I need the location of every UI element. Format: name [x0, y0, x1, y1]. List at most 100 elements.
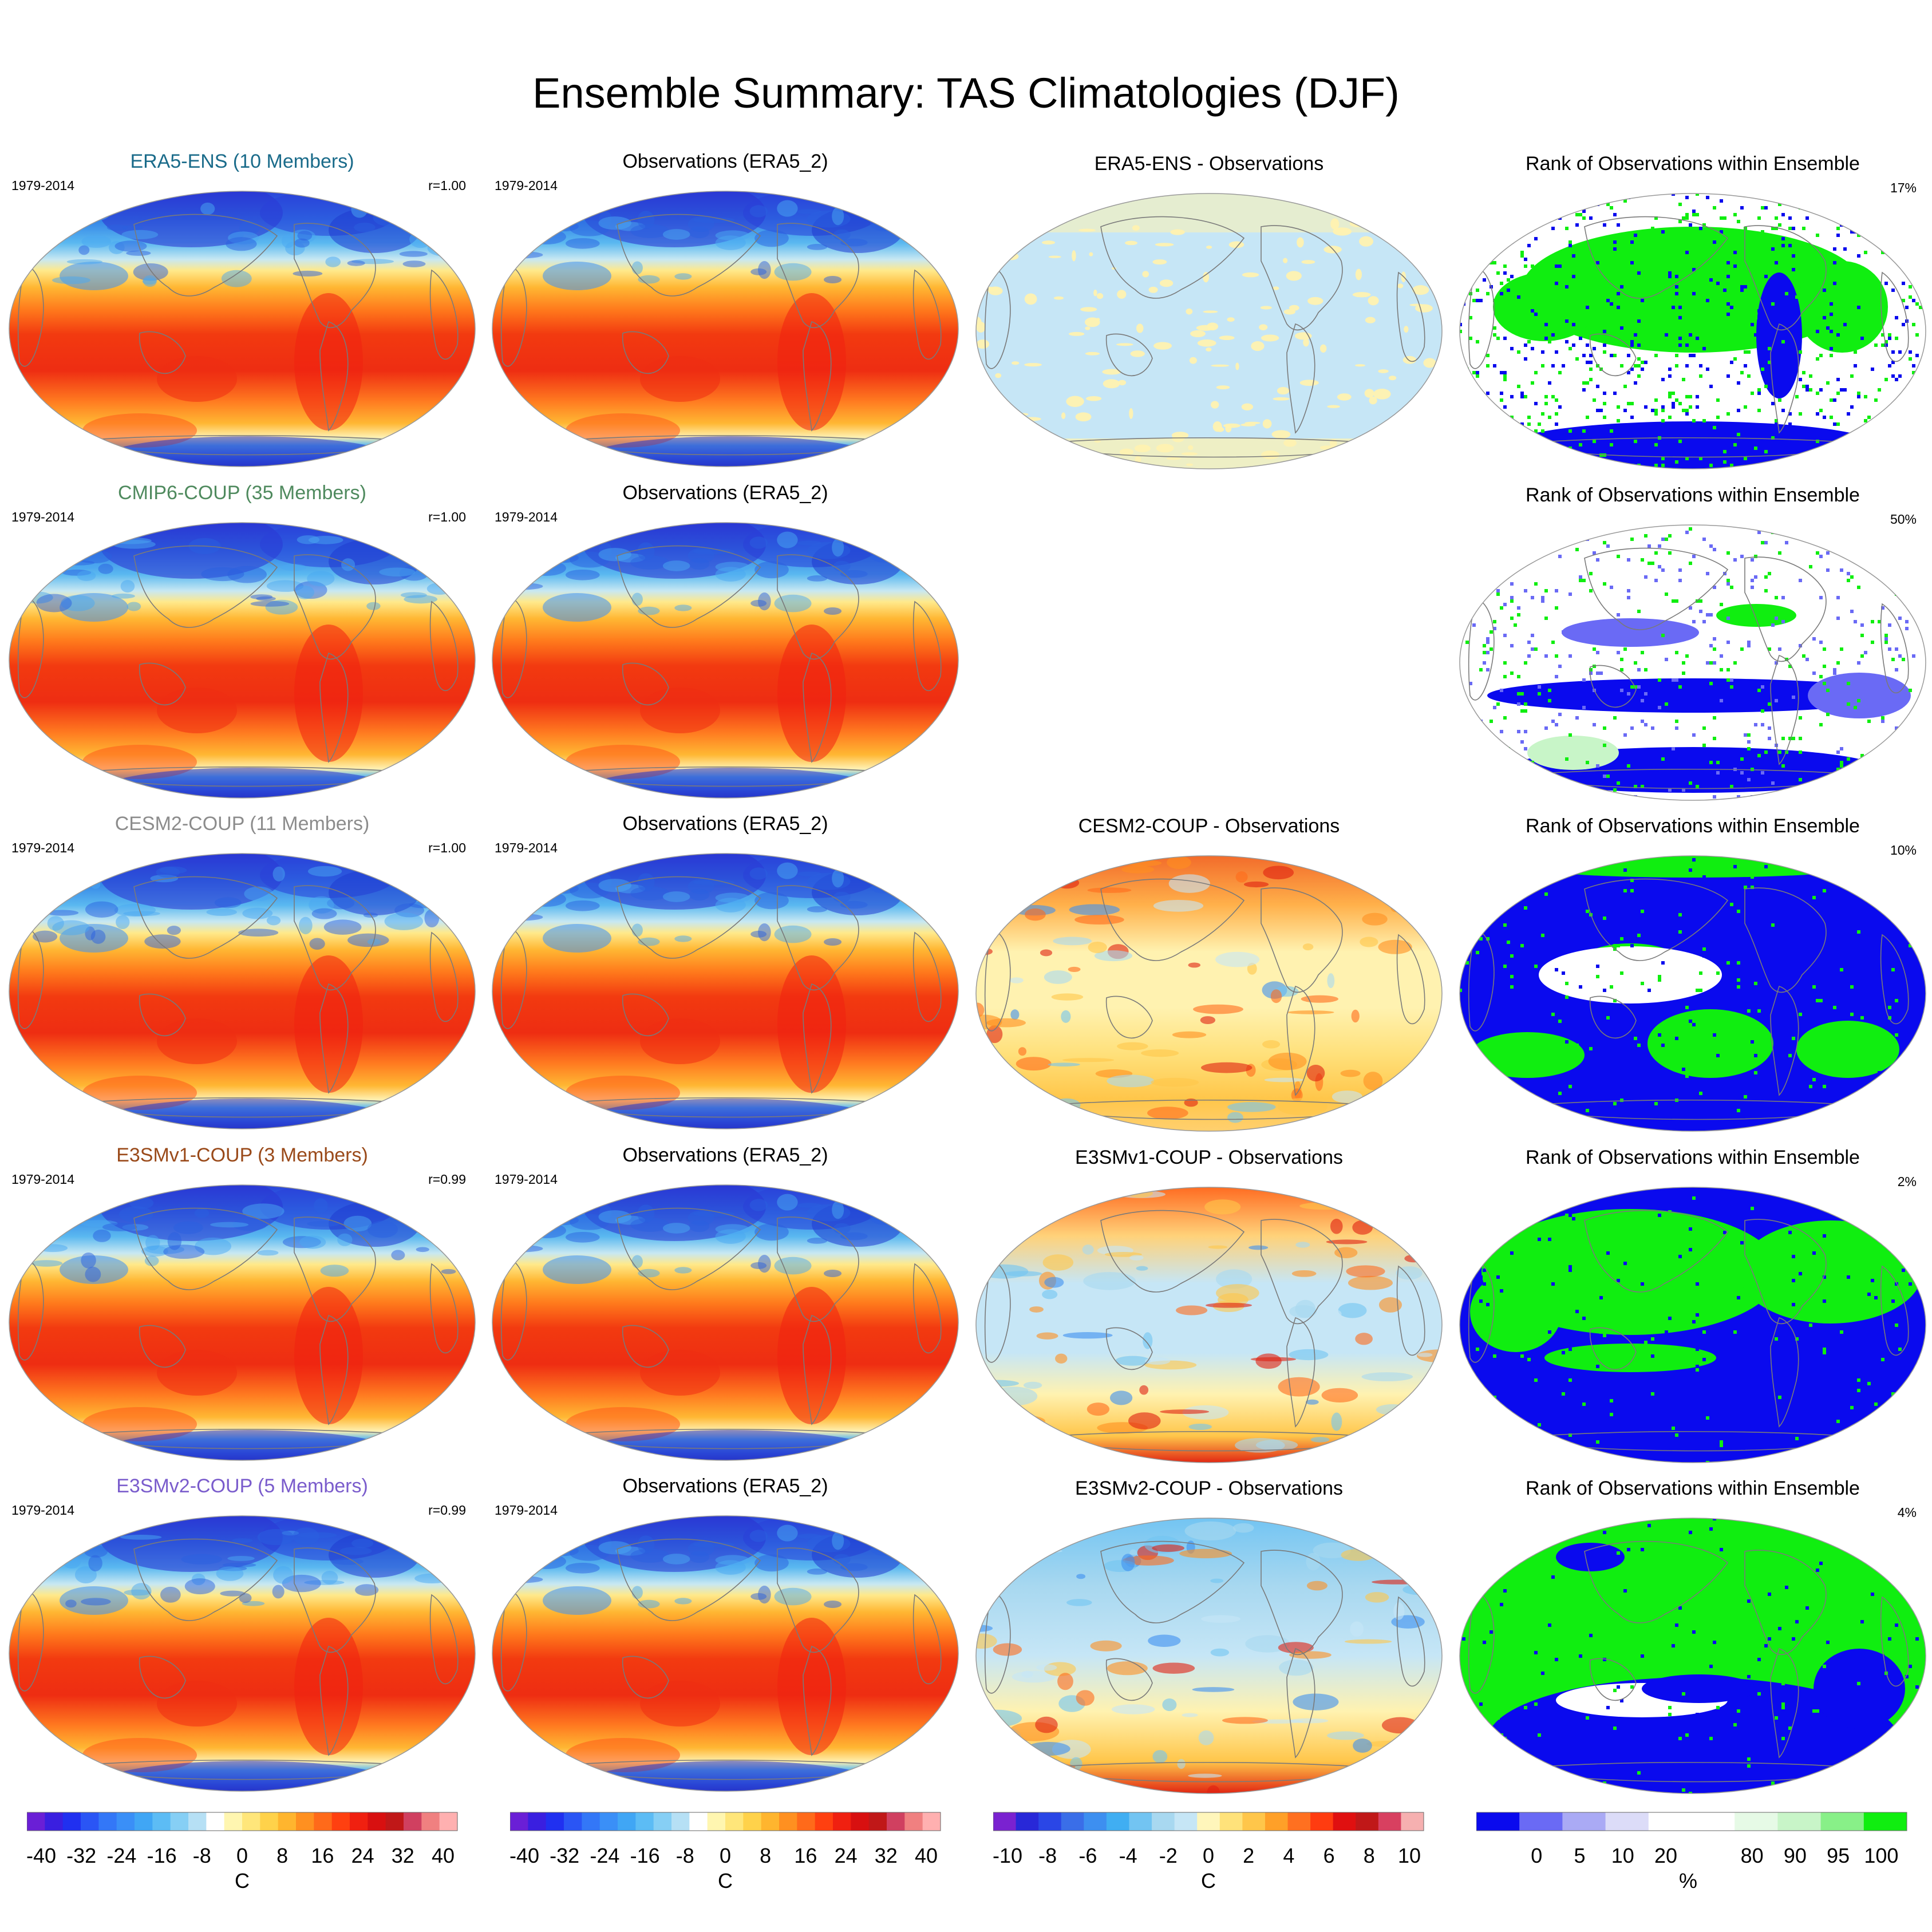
model-panel: CMIP6-COUP (35 Members) 1979-2014 r=1.00: [3, 481, 481, 802]
colorbar-tick-label: -40: [509, 1844, 540, 1867]
coastline: [622, 993, 669, 1037]
colorbar-swatch: [98, 1812, 117, 1831]
difference-title: E3SMv2-COUP - Observations: [1075, 1477, 1343, 1499]
colorbar-unit-label: C: [1201, 1869, 1216, 1893]
coastline: [803, 1314, 832, 1425]
coastline: [984, 1259, 1011, 1363]
coastline: [1286, 323, 1315, 434]
coastline: [500, 926, 527, 1029]
model-panel: ERA5-ENS (10 Members) 1979-2014 r=1.00: [3, 150, 481, 471]
coastline: [319, 1314, 349, 1425]
map-outline: [9, 1184, 476, 1461]
colorbar-swatch: [152, 1812, 171, 1831]
coastline: [1105, 1327, 1153, 1370]
colorbar-swatch: [993, 1812, 1017, 1831]
colorbar-swatch: [635, 1812, 654, 1831]
coastline: [1584, 878, 1729, 961]
coastline: [1100, 1540, 1245, 1623]
colorbar-tick-label: -32: [550, 1844, 580, 1867]
coastline: [500, 595, 527, 698]
coastline: [1589, 665, 1637, 708]
colorbar-swatch: [1562, 1812, 1606, 1831]
difference-panel: E3SMv2-COUP - Observations: [970, 1477, 1448, 1797]
coastline: [1589, 1327, 1637, 1370]
colorbar-swatch: [868, 1812, 887, 1831]
rank-title: Rank of Observations within Ensemble: [1526, 484, 1860, 506]
rank-panel: Rank of Observations within Ensemble 17%: [1454, 152, 1931, 473]
tas-model-map: [9, 191, 476, 467]
colorbar-swatch: [242, 1812, 260, 1831]
difference-map: [975, 193, 1443, 469]
colorbar-unit-label: C: [235, 1869, 250, 1893]
colorbar-swatch: [350, 1812, 368, 1831]
colorbar-tick-label: 6: [1323, 1844, 1335, 1867]
coastline: [803, 321, 832, 432]
rank-map: [1459, 1187, 1926, 1463]
colorbar-swatch: [421, 1812, 440, 1831]
map-outline: [492, 1184, 959, 1461]
colorbar-swatch: [1735, 1812, 1778, 1831]
coastline: [294, 554, 376, 660]
map-outline: [9, 1515, 476, 1792]
map-outline: [492, 191, 959, 467]
obs-panel: Observations (ERA5_2) 1979-2014: [487, 150, 964, 471]
coastline: [1770, 1317, 1799, 1428]
colorbar-tick-label: 0: [719, 1844, 732, 1867]
coastline: [803, 983, 832, 1094]
obs-panel: Observations (ERA5_2) 1979-2014: [487, 812, 964, 1133]
coastline: [500, 1588, 527, 1692]
colorbar-tick-label: -6: [1078, 1844, 1097, 1867]
rank-percent-label: 4%: [1897, 1505, 1917, 1520]
model-panel: E3SMv1-COUP (3 Members) 1979-2014 r=0.99: [3, 1144, 481, 1464]
coastline: [319, 652, 349, 763]
colorbar-swatch: [1333, 1812, 1356, 1831]
rank-panel: Rank of Observations within Ensemble 10%: [1454, 815, 1931, 1135]
coastline: [1744, 1219, 1827, 1325]
correlation-label: r=1.00: [428, 840, 466, 855]
colorbar-swatch: [510, 1812, 528, 1831]
coastline: [622, 331, 669, 374]
colorbar-swatch: [1287, 1812, 1311, 1831]
colorbar-tick-label: 5: [1574, 1844, 1586, 1867]
rank-map: [1459, 193, 1926, 469]
colorbar-tick-label: 0: [236, 1844, 248, 1867]
coastline: [429, 1594, 459, 1685]
difference-panel: CESM2-COUP - Observations: [970, 815, 1448, 1135]
coastline: [17, 263, 44, 367]
coastline: [1261, 225, 1343, 331]
coastline: [429, 600, 459, 692]
coastline: [912, 1594, 942, 1685]
coastline: [617, 545, 761, 628]
coastline: [1880, 603, 1909, 694]
colorbar-swatch: [1084, 1812, 1107, 1831]
colorbar-swatch: [1605, 1812, 1649, 1831]
colorbar-tick-label: 0: [1202, 1844, 1215, 1867]
coastline: [1880, 934, 1909, 1025]
coastline: [984, 1590, 1011, 1694]
colorbar-tick-label: 100: [1864, 1844, 1899, 1867]
coastline: [1396, 271, 1425, 362]
colorbar-swatch: [815, 1812, 833, 1831]
coastline: [1396, 934, 1425, 1025]
colorbar-swatch: [296, 1812, 314, 1831]
colorbar-tick-label: -40: [26, 1844, 57, 1867]
rank-percent-label: 50%: [1890, 512, 1917, 527]
coastline: [777, 1547, 859, 1653]
period-label: 1979-2014: [11, 509, 74, 524]
coastline: [294, 1216, 376, 1322]
map-outline: [1459, 193, 1926, 469]
model-title: CMIP6-COUP (35 Members): [118, 482, 366, 504]
colorbar-tick-label: -8: [675, 1844, 694, 1867]
period-label: 1979-2014: [11, 1503, 74, 1518]
tas-obs-map: [492, 522, 959, 799]
colorbar-tick-label: -2: [1159, 1844, 1178, 1867]
coastline: [17, 595, 44, 698]
model-title: ERA5-ENS (10 Members): [130, 151, 354, 172]
coastline: [139, 331, 186, 374]
colorbar-swatch: [385, 1812, 404, 1831]
colorbar-tas: -40 -32 -24 -16 -8 0 8 16 24 32 40 C: [26, 1810, 462, 1907]
colorbar-tick-label: 40: [914, 1844, 938, 1867]
tas-model-map: [9, 853, 476, 1129]
tas-model-map: [9, 1184, 476, 1461]
colorbar-swatch: [1038, 1812, 1062, 1831]
